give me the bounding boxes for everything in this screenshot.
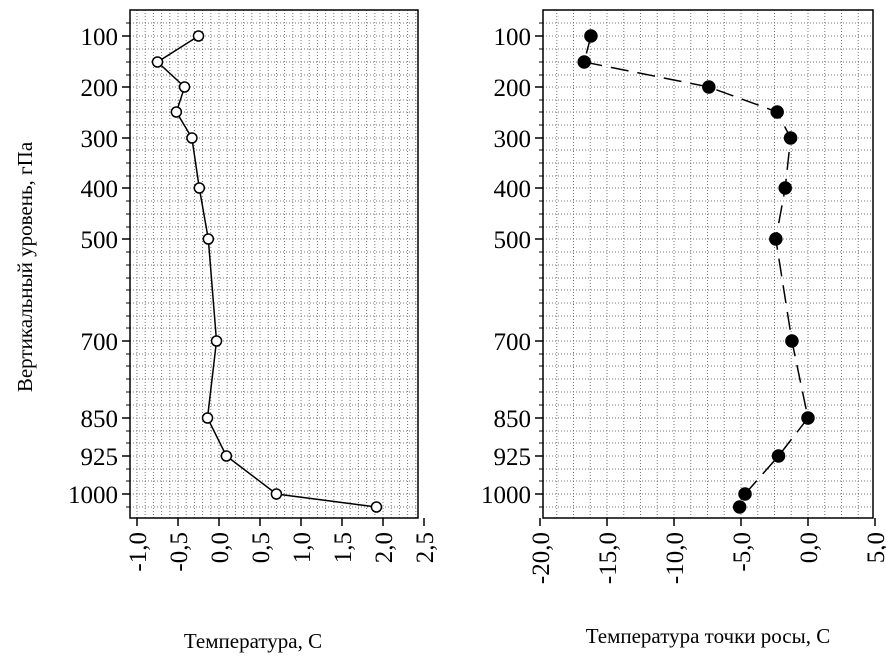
data-point (702, 80, 716, 94)
gridlines (130, 10, 418, 518)
y-tick-label: 1000 (481, 482, 531, 509)
data-point (732, 500, 747, 514)
y-tick-label: 300 (494, 126, 532, 153)
plot-frame (129, 9, 419, 519)
data-point (193, 182, 206, 194)
y-tick-label: 700 (81, 329, 119, 356)
data-point (192, 30, 205, 42)
y-tick-label: 925 (81, 444, 119, 471)
x-tick-label: 2,5 (412, 532, 439, 563)
x-tick-label: 0,5 (248, 532, 275, 563)
x-tick-label: 0,0 (796, 532, 823, 563)
data-point (785, 334, 799, 348)
data-point (202, 233, 215, 245)
data-point (210, 335, 223, 347)
data-point (769, 232, 783, 246)
y-axis-title: Вертикальный уровень, гПа (13, 141, 37, 392)
x-tick-label: -10,0 (662, 532, 689, 584)
data-point (778, 181, 792, 195)
x-axis-title-temperature: Температура, С (184, 629, 322, 653)
series-line (583, 35, 809, 508)
x-tick-label: 1,5 (330, 532, 357, 563)
y-tick-label: 700 (494, 329, 532, 356)
gridlines (543, 10, 873, 518)
y-tick-label: 500 (494, 227, 532, 254)
x-tick-label: -15,0 (595, 532, 622, 584)
x-tick-label: -20,0 (528, 532, 555, 584)
x-axis-title-dewpoint: Температура точки росы, С (586, 624, 831, 648)
y-tick-label: 300 (81, 126, 119, 153)
y-tick-label: 200 (494, 75, 532, 102)
data-point (801, 411, 815, 425)
y-tick-label: 850 (81, 406, 119, 433)
x-tick-label: 2,0 (371, 532, 398, 563)
x-tick-label: 1,0 (289, 532, 316, 563)
y-tick-label: 100 (494, 24, 532, 51)
y-tick-label: 925 (494, 444, 532, 471)
series-line (156, 35, 377, 508)
y-tick-label: 400 (81, 176, 119, 203)
x-tick-label: -0,5 (166, 532, 193, 572)
data-point (577, 55, 591, 69)
data-point (783, 131, 798, 145)
x-tick-label: -1,0 (125, 532, 152, 572)
x-tick-label: 0,0 (207, 532, 234, 563)
data-point (770, 105, 784, 119)
data-point (771, 449, 786, 463)
dewpoint-panel: 100 200 300 400 500 700 850 925 1000 -20,0 -15,0 -1… (481, 9, 886, 584)
data-point (584, 29, 598, 43)
y-tick-label: 1000 (68, 482, 118, 509)
data-point (186, 132, 198, 144)
x-tick-label: 5,0 (863, 532, 886, 563)
data-point (170, 106, 183, 118)
y-tick-label: 200 (81, 75, 119, 102)
y-tick-label: 850 (494, 406, 532, 433)
data-point (151, 56, 164, 68)
y-tick-label: 400 (494, 176, 532, 203)
data-point (370, 501, 383, 513)
data-point (270, 488, 283, 500)
data-point (220, 450, 233, 462)
plot-frame (542, 9, 874, 519)
temperature-panel: 100 200 300 400 500 700 850 925 1000 -1,0 -0,5 0,0 0… (68, 9, 439, 572)
data-point (178, 81, 191, 93)
x-tick-label: -5,0 (729, 532, 756, 572)
y-tick-label: 100 (81, 24, 119, 51)
data-point (738, 487, 752, 501)
y-tick-label: 500 (81, 227, 119, 254)
data-point (201, 412, 214, 424)
